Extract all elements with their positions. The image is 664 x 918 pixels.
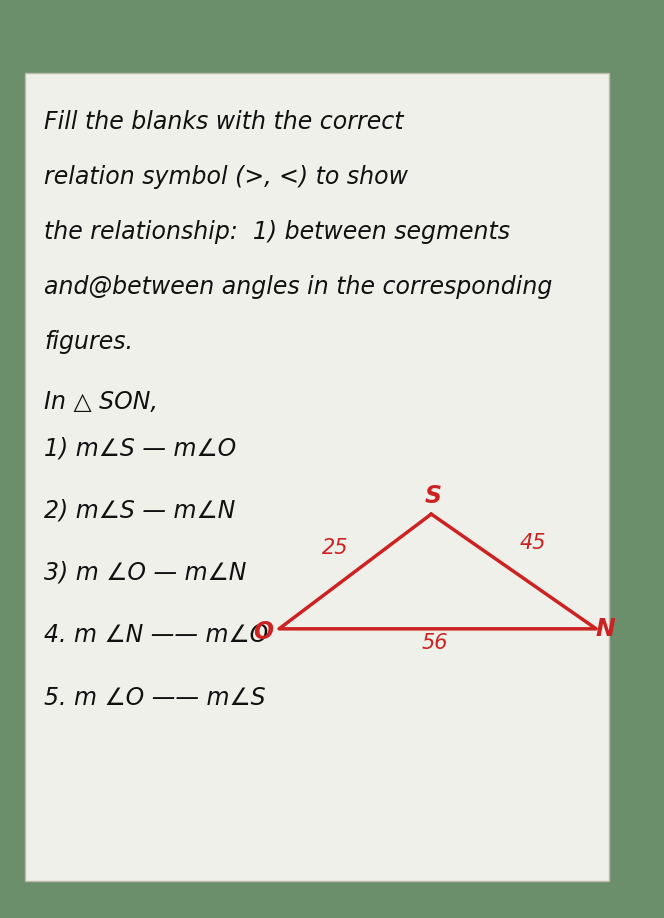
Text: 1) m∠S — m∠O: 1) m∠S — m∠O: [44, 436, 236, 460]
Text: In △ SON,: In △ SON,: [44, 390, 158, 414]
FancyBboxPatch shape: [25, 73, 609, 881]
Text: 5. m ∠O —— m∠S: 5. m ∠O —— m∠S: [44, 686, 266, 710]
Text: 25: 25: [321, 538, 348, 558]
Text: 56: 56: [421, 633, 448, 653]
Text: relation symbol (>, <) to show: relation symbol (>, <) to show: [44, 165, 408, 189]
Text: and@between angles in the corresponding: and@between angles in the corresponding: [44, 275, 552, 299]
Text: 45: 45: [519, 533, 546, 554]
Text: 4. m ∠N —— m∠O: 4. m ∠N —— m∠O: [44, 623, 269, 647]
Text: 3) m ∠O — m∠N: 3) m ∠O — m∠N: [44, 561, 247, 585]
Text: O: O: [253, 620, 274, 644]
Text: 2) m∠S — m∠N: 2) m∠S — m∠N: [44, 498, 236, 522]
Text: S: S: [425, 484, 442, 508]
Text: N: N: [596, 617, 616, 641]
Text: figures.: figures.: [44, 330, 133, 354]
Text: the relationship:  1) between segments: the relationship: 1) between segments: [44, 220, 511, 244]
Text: Fill the blanks with the correct: Fill the blanks with the correct: [44, 110, 404, 134]
